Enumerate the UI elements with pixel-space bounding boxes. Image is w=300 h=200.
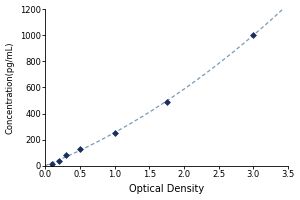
Y-axis label: Concentration(pg/mL): Concentration(pg/mL)	[6, 41, 15, 134]
X-axis label: Optical Density: Optical Density	[129, 184, 204, 194]
